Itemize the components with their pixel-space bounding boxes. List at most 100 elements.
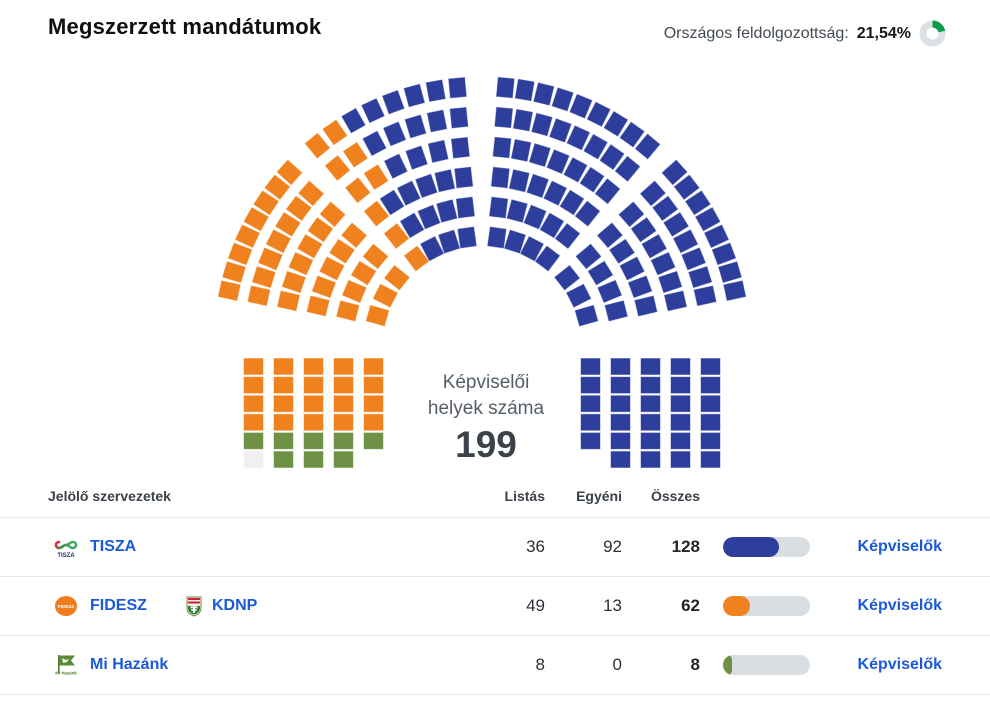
seat (610, 413, 631, 432)
seat (414, 173, 439, 199)
seat (657, 270, 684, 294)
seat (456, 225, 478, 250)
seat (610, 450, 631, 469)
seat (361, 129, 388, 157)
seat (305, 294, 331, 318)
seat (703, 223, 730, 249)
seat (722, 279, 747, 302)
seat (629, 216, 658, 244)
seat (670, 357, 691, 376)
seat (273, 413, 294, 432)
seat (495, 76, 516, 99)
mihazank-logo-icon: Mi Hazánk (52, 651, 80, 679)
party-link-kdnp[interactable]: KDNP (212, 597, 258, 614)
seat (490, 166, 511, 189)
seat (382, 222, 411, 250)
seat (234, 223, 261, 249)
seat (519, 235, 545, 263)
seat (333, 413, 354, 432)
seat (700, 413, 721, 432)
tisza-logo-icon: TISZA (52, 533, 80, 561)
seat (700, 394, 721, 413)
seat (640, 376, 661, 395)
seat (303, 413, 324, 432)
seat (680, 246, 707, 272)
seat (273, 450, 294, 469)
seat (618, 255, 646, 282)
seat (243, 357, 264, 376)
seat (364, 304, 391, 328)
seat (533, 244, 562, 273)
seat (404, 144, 429, 171)
seat (550, 86, 575, 113)
seat (593, 177, 622, 206)
representatives-link[interactable]: Képviselők (857, 656, 942, 673)
processing-label: Országos feldolgozottság: (663, 24, 849, 42)
seat (670, 394, 691, 413)
seat (333, 394, 354, 413)
representatives-link[interactable]: Képviselők (857, 597, 942, 614)
seat (402, 244, 431, 273)
seat (303, 431, 324, 450)
seat (562, 156, 589, 184)
seat (617, 200, 646, 228)
seat (243, 431, 264, 450)
seat (670, 376, 691, 395)
seat (303, 376, 324, 395)
seat (217, 279, 242, 302)
seat (296, 233, 324, 260)
seat (276, 289, 301, 313)
seat (582, 133, 609, 161)
seat (574, 242, 603, 271)
seat-share-bar (723, 537, 810, 557)
seat (670, 413, 691, 432)
seat (273, 376, 294, 395)
seat (640, 394, 661, 413)
party-link-mihazank[interactable]: Mi Hazánk (90, 656, 169, 673)
party-link-fidesz[interactable]: FIDESZ (90, 597, 147, 614)
list-seats: 36 (526, 537, 545, 556)
seat (363, 376, 384, 395)
seat (662, 211, 690, 238)
party-link-tisza[interactable]: TISZA (90, 538, 137, 555)
seat (565, 124, 591, 152)
svg-text:TISZA: TISZA (57, 553, 75, 559)
seat (545, 148, 571, 175)
seat (670, 431, 691, 450)
seat (586, 259, 615, 287)
seat (514, 78, 536, 102)
seat (306, 216, 335, 244)
seat (608, 237, 636, 265)
seat (692, 284, 718, 307)
seat (303, 131, 332, 160)
seat (318, 255, 346, 282)
seat (340, 107, 367, 135)
seat (437, 228, 461, 255)
seat (263, 173, 292, 201)
seat (318, 200, 347, 228)
seat (610, 357, 631, 376)
seat (640, 413, 661, 432)
seat (333, 357, 354, 376)
representatives-link[interactable]: Képviselők (857, 538, 942, 555)
seat (274, 211, 302, 238)
total-seats: 128 (671, 537, 700, 556)
seat (542, 179, 568, 207)
seat (602, 110, 629, 138)
individual-seats: 92 (603, 537, 622, 556)
total-seats: 62 (681, 596, 700, 615)
seat (700, 450, 721, 469)
seat (670, 450, 691, 469)
fidesz-logo-icon: FIDESZ (52, 592, 80, 620)
seat (362, 163, 390, 191)
seat (450, 136, 471, 160)
seat (640, 233, 668, 260)
processing-value: 21,54% (856, 24, 911, 42)
header-list: Listás (504, 488, 545, 504)
total-seats-value: 199 (455, 424, 517, 465)
list-seats: 49 (526, 596, 545, 615)
seat (273, 431, 294, 450)
total-seats: 8 (690, 655, 700, 674)
seat (453, 166, 474, 189)
